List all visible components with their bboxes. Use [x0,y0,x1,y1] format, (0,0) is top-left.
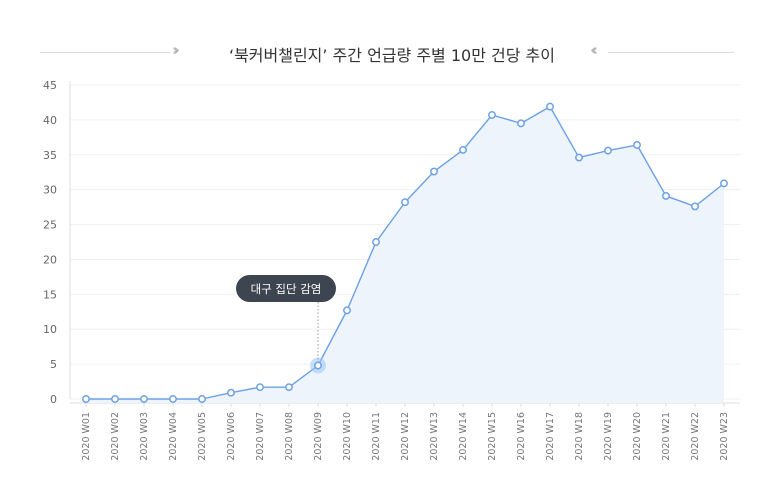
x-tick-label: 2020 W20 [632,412,643,461]
x-tick-label: 2020 W02 [110,412,121,461]
data-point [256,383,264,392]
data-point [662,191,670,200]
x-tick-label: 2020 W18 [574,412,585,461]
data-point [575,153,583,162]
x-tick-label: 2020 W22 [690,412,701,461]
annotation-label: 대구 집단 감염 [251,282,322,296]
x-tick-label: 2020 W21 [661,412,672,461]
data-point [198,395,206,403]
area-fill-shape [86,106,724,404]
x-tick-label: 2020 W12 [400,412,411,461]
data-point [720,179,728,188]
title-divider-right [608,52,734,53]
x-tick-label: 2020 W04 [168,412,179,461]
y-tick-label: 15 [43,288,57,301]
x-axis-ticks: 2020 W01 2020 W02 2020 W03 2020 W04 2020 W05… [81,403,730,461]
data-point [633,141,641,149]
x-tick-label: 2020 W23 [719,412,730,461]
x-tick-label: 2020 W16 [516,412,527,461]
x-tick-label: 2020 W15 [487,412,498,461]
data-point [82,395,90,403]
x-tick-label: 2020 W07 [255,412,266,461]
y-tick-label: 0 [50,393,57,406]
data-point [488,111,496,119]
y-tick-label: 30 [43,184,57,197]
data-point [604,146,612,155]
x-tick-label: 2020 W08 [284,412,295,461]
annotation-tooltip [236,275,336,302]
data-point [372,238,380,246]
data-point [111,395,119,403]
x-tick-label: 2020 W09 [313,412,324,461]
data-point [459,145,467,154]
data-point [430,167,438,176]
data-point [401,198,409,207]
y-tick-label: 5 [50,358,57,371]
x-tick-label: 2020 W19 [603,412,614,461]
chart-title-row: ››› ‘북커버챌린지’ 주간 언급량 주별 10만 건당 추이 ‹‹‹ [0,38,778,68]
data-point [169,395,177,403]
x-tick-label: 2020 W01 [81,412,92,461]
data-point [314,361,322,370]
x-tick-label: 2020 W11 [371,412,382,461]
data-point [691,202,699,211]
title-divider-left [40,52,170,53]
area-fill [86,106,724,404]
y-axis-ticks: 0 5 10 15 20 25 30 35 40 45 [43,79,57,406]
data-point [517,119,525,128]
data-point [546,102,554,111]
x-tick-label: 2020 W05 [197,412,208,461]
annotation: 대구 집단 감염 [236,275,336,374]
y-tick-label: 20 [43,253,57,266]
x-tick-label: 2020 W14 [458,412,469,461]
data-point [140,395,148,403]
y-tick-label: 10 [43,323,57,336]
data-point [343,306,351,315]
y-tick-label: 25 [43,219,57,232]
data-point [285,383,293,392]
y-tick-label: 40 [43,114,57,127]
x-tick-label: 2020 W10 [342,412,353,461]
y-tick-label: 45 [43,79,57,92]
y-tick-label: 35 [43,149,57,162]
data-point [227,388,235,397]
x-tick-label: 2020 W06 [226,412,237,461]
x-tick-label: 2020 W03 [139,412,150,461]
data-points [82,102,728,403]
x-tick-label: 2020 W13 [429,412,440,461]
chart-title: ‘북커버챌린지’ 주간 언급량 주별 10만 건당 추이 [228,46,555,65]
x-tick-label: 2020 W17 [545,412,556,461]
